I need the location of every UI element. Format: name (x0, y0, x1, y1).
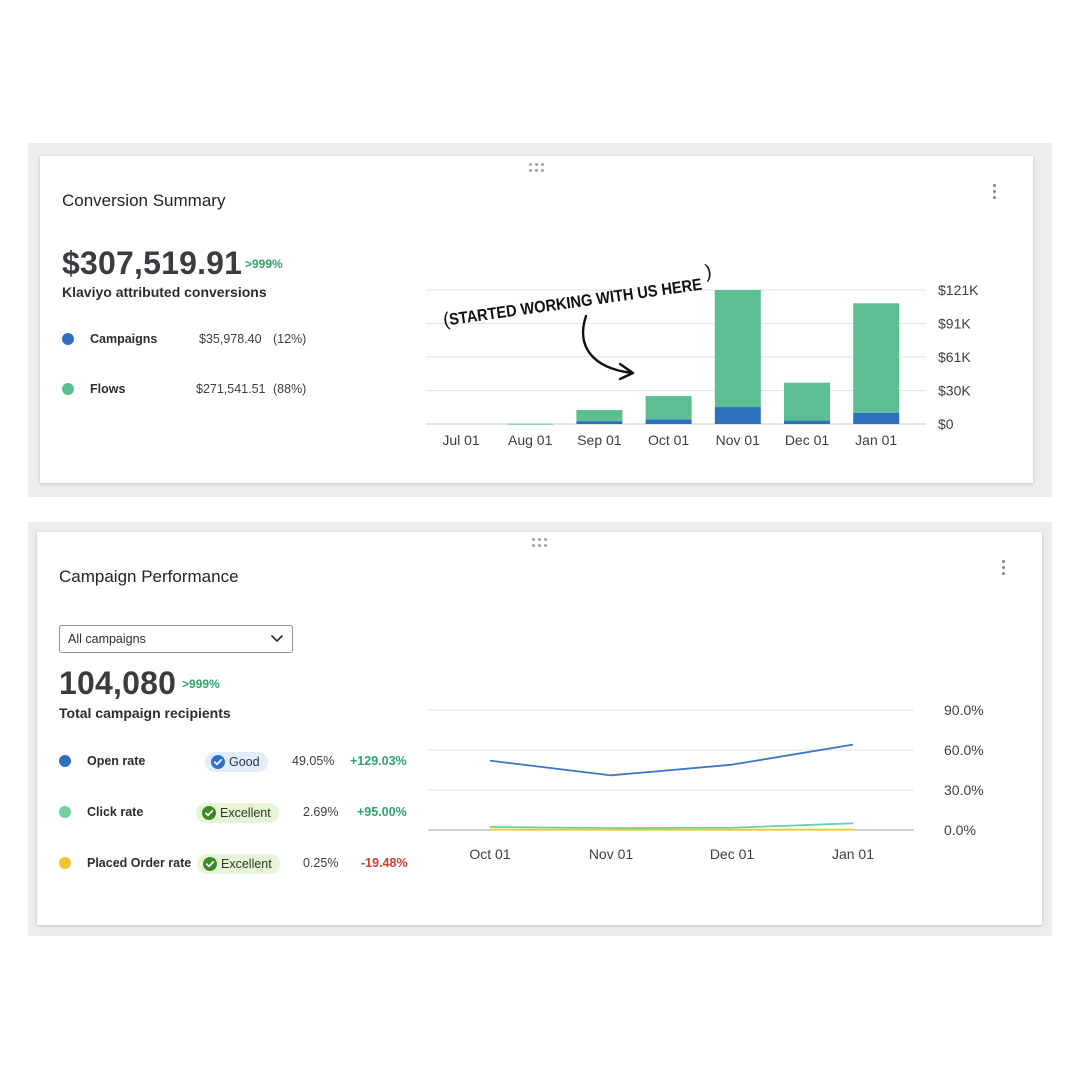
x-tick-label: Oct 01 (648, 432, 689, 448)
x-tick-label: Nov 01 (716, 432, 761, 448)
y-tick-label: 30.0% (944, 782, 984, 798)
legend-item-flows: Flows $271,541.51 (88%) (62, 379, 322, 399)
metric-value: 49.05% (292, 754, 335, 768)
x-tick-label: Aug 01 (508, 432, 553, 448)
metric-change: +95.00% (357, 805, 407, 819)
bar-flows[interactable] (784, 382, 830, 421)
legend-value: $35,978.40 (199, 332, 262, 346)
x-tick-label: Jan 01 (855, 432, 897, 448)
metric-change: -19.48% (361, 856, 408, 870)
total-conversions-delta: >999% (245, 257, 283, 271)
x-tick-label: Dec 01 (785, 432, 830, 448)
metric-row-open-rate: Open rate Good 49.05% +129.03% (59, 751, 419, 772)
bar-flows[interactable] (576, 410, 623, 422)
status-badge: Excellent (197, 854, 280, 874)
x-tick-label: Sep 01 (577, 432, 622, 448)
bar-flows[interactable] (853, 303, 900, 413)
bar-flows[interactable] (645, 396, 692, 420)
total-conversions-label: Klaviyo attributed conversions (62, 284, 267, 300)
conversion-summary-card: Conversion Summary $307,519.91 >999% Kla… (40, 156, 1033, 483)
line-open-rate[interactable] (489, 743, 854, 777)
bar-flows[interactable] (714, 290, 761, 408)
legend-percent: (88%) (273, 382, 307, 396)
x-tick-label: Jan 01 (832, 846, 874, 862)
y-tick-label: $0 (938, 416, 954, 432)
open-rate-dot-icon (59, 755, 71, 767)
drag-handle-icon[interactable] (532, 538, 548, 548)
y-tick-label: $30K (938, 383, 971, 399)
metric-label: Click rate (87, 805, 144, 819)
check-circle-icon (202, 806, 216, 820)
x-tick-label: Dec 01 (710, 846, 755, 862)
chevron-down-icon (271, 635, 283, 642)
line-click-rate[interactable] (489, 822, 854, 830)
legend-item-campaigns: Campaigns $35,978.40 (12%) (62, 329, 322, 349)
total-recipients-delta: >999% (182, 677, 220, 691)
dropdown-value: All campaigns (68, 632, 146, 646)
x-tick-label: Oct 01 (469, 846, 510, 862)
bar-flows[interactable] (507, 423, 554, 425)
x-tick-label: Jul 01 (442, 432, 480, 448)
metric-change: +129.03% (350, 754, 407, 768)
bar-campaigns[interactable] (576, 421, 623, 424)
card-title: Conversion Summary (62, 191, 226, 210)
placed-order-rate-dot-icon (59, 857, 71, 869)
legend-label: Flows (90, 382, 126, 396)
bar-campaigns[interactable] (784, 420, 830, 424)
metric-value: 0.25% (303, 856, 339, 870)
status-badge: Good (205, 752, 268, 772)
campaign-filter-dropdown[interactable]: All campaigns (59, 625, 293, 653)
y-tick-label: 60.0% (944, 742, 984, 758)
bar-campaigns[interactable] (714, 407, 761, 424)
metric-row-click-rate: Click rate Excellent 2.69% +95.00% (59, 802, 419, 823)
metric-label: Open rate (87, 754, 146, 768)
metric-label: Placed Order rate (87, 856, 192, 870)
campaign-performance-card: Campaign Performance All campaigns 104,0… (37, 532, 1042, 925)
total-recipients-label: Total campaign recipients (59, 705, 231, 721)
bar-campaigns[interactable] (645, 419, 692, 424)
metric-row-placed-order-rate: Placed Order rate Excellent 0.25% -19.48… (59, 853, 419, 874)
campaign-rates-line-chart: Oct 01 Nov 01 Dec 01 Jan 01 0.0% 30.0% 60.0% 9… (428, 702, 984, 862)
legend-label: Campaigns (90, 332, 158, 346)
y-tick-label: $91K (938, 316, 971, 332)
y-tick-label: $61K (938, 349, 971, 365)
arrow-head-icon (618, 362, 635, 381)
badge-label: Excellent (221, 857, 272, 871)
y-tick-label: $121K (938, 282, 979, 298)
total-recipients-value: 104,080 (59, 665, 177, 701)
drag-handle-icon[interactable] (529, 163, 545, 173)
y-tick-label: 90.0% (944, 702, 984, 718)
check-circle-icon (211, 755, 225, 769)
bar-campaigns[interactable] (853, 412, 900, 424)
click-rate-dot-icon (59, 806, 71, 818)
total-conversions-value: $307,519.91 (62, 245, 243, 281)
flows-dot-icon (62, 383, 74, 395)
legend-value: $271,541.51 (196, 382, 266, 396)
annotation: ( STARTED WORKING WITH US HERE ) (442, 261, 713, 381)
campaigns-dot-icon (62, 333, 74, 345)
check-circle-icon (203, 857, 217, 871)
status-badge: Excellent (196, 803, 279, 823)
x-tick-label: Nov 01 (589, 846, 634, 862)
metric-value: 2.69% (303, 805, 339, 819)
badge-label: Excellent (220, 806, 271, 820)
y-tick-label: 0.0% (944, 822, 976, 838)
more-options-icon[interactable] (999, 559, 1009, 577)
legend-percent: (12%) (273, 332, 307, 346)
badge-label: Good (229, 755, 260, 769)
more-options-icon[interactable] (990, 183, 1000, 201)
conversions-bar-chart: Jul 01 Aug 01 Sep 01 Oct 01 Nov 01 Dec 01 Jan … (426, 261, 979, 448)
annotation-text: STARTED WORKING WITH US HERE (448, 276, 703, 329)
annotation-open-paren: ( (442, 309, 452, 331)
card-title: Campaign Performance (59, 567, 239, 586)
annotation-arrow-icon (581, 314, 634, 375)
annotation-close-paren: ) (704, 261, 713, 283)
